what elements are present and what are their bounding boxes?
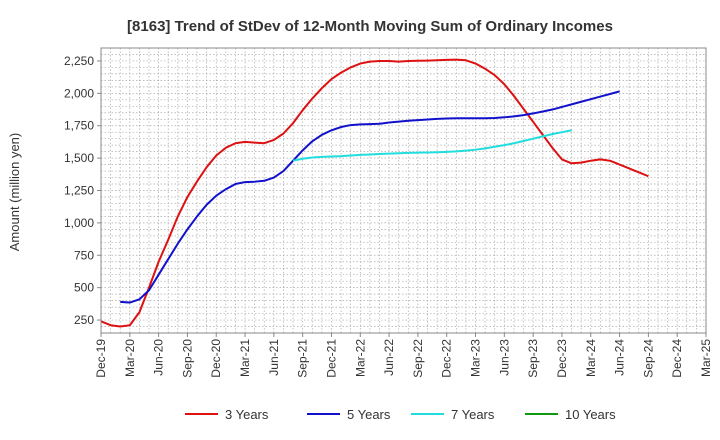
x-tick-label: Mar-21 xyxy=(238,339,252,377)
x-tick-label: Mar-23 xyxy=(469,339,483,377)
x-tick-label: Jun-21 xyxy=(267,339,281,376)
series-line-5-years xyxy=(120,90,620,304)
x-tick-label: Mar-22 xyxy=(353,339,367,377)
x-tick-label: Mar-24 xyxy=(584,339,598,377)
x-tick-label: Mar-20 xyxy=(123,339,137,377)
y-tick-label: 1,000 xyxy=(64,216,94,230)
y-tick-label: 2,250 xyxy=(64,54,94,68)
y-tick-label: 250 xyxy=(74,313,94,327)
series-lines xyxy=(100,58,649,328)
plot-frame xyxy=(100,47,707,334)
x-tick-label: Jun-24 xyxy=(613,339,627,376)
x-tick-label: Sep-23 xyxy=(526,339,540,378)
y-axis-ticks: 250 500 750 1,000 1,250 1,500 1,750 2,000 2,250 xyxy=(64,54,101,327)
x-tick-label: Sep-20 xyxy=(180,339,194,378)
x-tick-label: Dec-22 xyxy=(440,339,454,378)
x-tick-label: Sep-22 xyxy=(411,339,425,378)
chart-title: [8163] Trend of StDev of 12-Month Moving… xyxy=(127,18,613,35)
legend: 3 Years 5 Years 7 Years 10 Years xyxy=(185,407,616,422)
y-tick-label: 1,250 xyxy=(64,184,94,198)
x-tick-label: Jun-22 xyxy=(382,339,396,376)
legend-label: 5 Years xyxy=(347,407,391,422)
grid xyxy=(101,48,706,333)
x-tick-label: Sep-21 xyxy=(296,339,310,378)
x-tick-label: Dec-20 xyxy=(209,339,223,378)
x-tick-label: Dec-19 xyxy=(94,339,108,378)
y-tick-label: 1,500 xyxy=(64,151,94,165)
series-line-7-years xyxy=(292,129,572,162)
x-tick-label: Dec-24 xyxy=(670,339,684,378)
x-tick-label: Sep-24 xyxy=(641,339,655,378)
y-tick-label: 2,000 xyxy=(64,86,94,100)
x-tick-label: Dec-23 xyxy=(555,339,569,378)
x-tick-label: Mar-25 xyxy=(699,339,713,377)
series-line-3-years xyxy=(100,58,649,328)
y-tick-label: 500 xyxy=(74,281,94,295)
x-axis-ticks: Dec-19 Mar-20 Jun-20 Sep-20 Dec-20 Mar-21 Jun-… xyxy=(94,333,713,378)
x-tick-label: Jun-20 xyxy=(152,339,166,376)
x-tick-label: Jun-23 xyxy=(497,339,511,376)
y-axis-label: Amount (million yen) xyxy=(7,133,22,252)
y-tick-label: 1,750 xyxy=(64,119,94,133)
x-tick-label: Dec-21 xyxy=(324,339,338,378)
legend-label: 7 Years xyxy=(451,407,495,422)
legend-label: 10 Years xyxy=(565,407,616,422)
legend-label: 3 Years xyxy=(225,407,269,422)
y-tick-label: 750 xyxy=(74,248,94,262)
